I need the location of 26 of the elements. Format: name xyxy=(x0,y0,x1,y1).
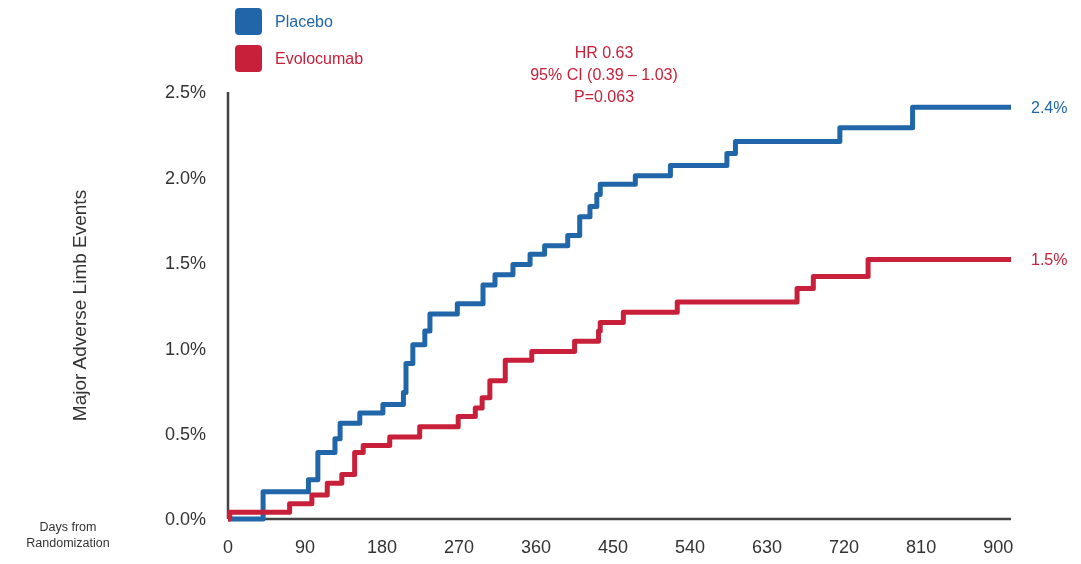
annotation: 1.5% xyxy=(1031,250,1068,268)
x-tick-label: 900 xyxy=(983,537,1014,557)
x-tick-label: 720 xyxy=(829,537,860,557)
x-tick-label: 540 xyxy=(675,537,706,557)
x-tick-label: 90 xyxy=(295,537,316,557)
text: 95% CI (0.39 – 1.03) xyxy=(530,66,678,83)
annotation: 2.4% xyxy=(1031,98,1068,116)
y-tick-label: 1.5% xyxy=(164,253,206,274)
y-tick-label: 0.0% xyxy=(164,509,206,530)
y-tick-label: 0.5% xyxy=(164,423,206,444)
text: HR 0.63 xyxy=(574,44,634,61)
x-axis-title: Days from Randomization xyxy=(26,520,110,550)
legend-label: Placebo xyxy=(275,13,333,30)
x-tick-label: 0 xyxy=(222,537,234,557)
annotation: P=0.063 xyxy=(573,88,635,105)
y-tick-label: 1.0% xyxy=(164,338,206,359)
legend-label: Evolocumab xyxy=(275,50,364,67)
x-tick-label: 360 xyxy=(521,537,552,557)
x-tick-label: 810 xyxy=(906,537,937,557)
y-tick-label: 2.5% xyxy=(164,82,206,103)
x-tick-label: 450 xyxy=(598,537,629,557)
x-tick-label: 180 xyxy=(367,537,398,557)
y-axis-title: Major Adverse Limb Events xyxy=(69,189,90,422)
x-tick-label: 270 xyxy=(444,537,475,557)
y-tick-label: 2.0% xyxy=(164,167,206,188)
x-tick-label: 630 xyxy=(752,537,783,557)
